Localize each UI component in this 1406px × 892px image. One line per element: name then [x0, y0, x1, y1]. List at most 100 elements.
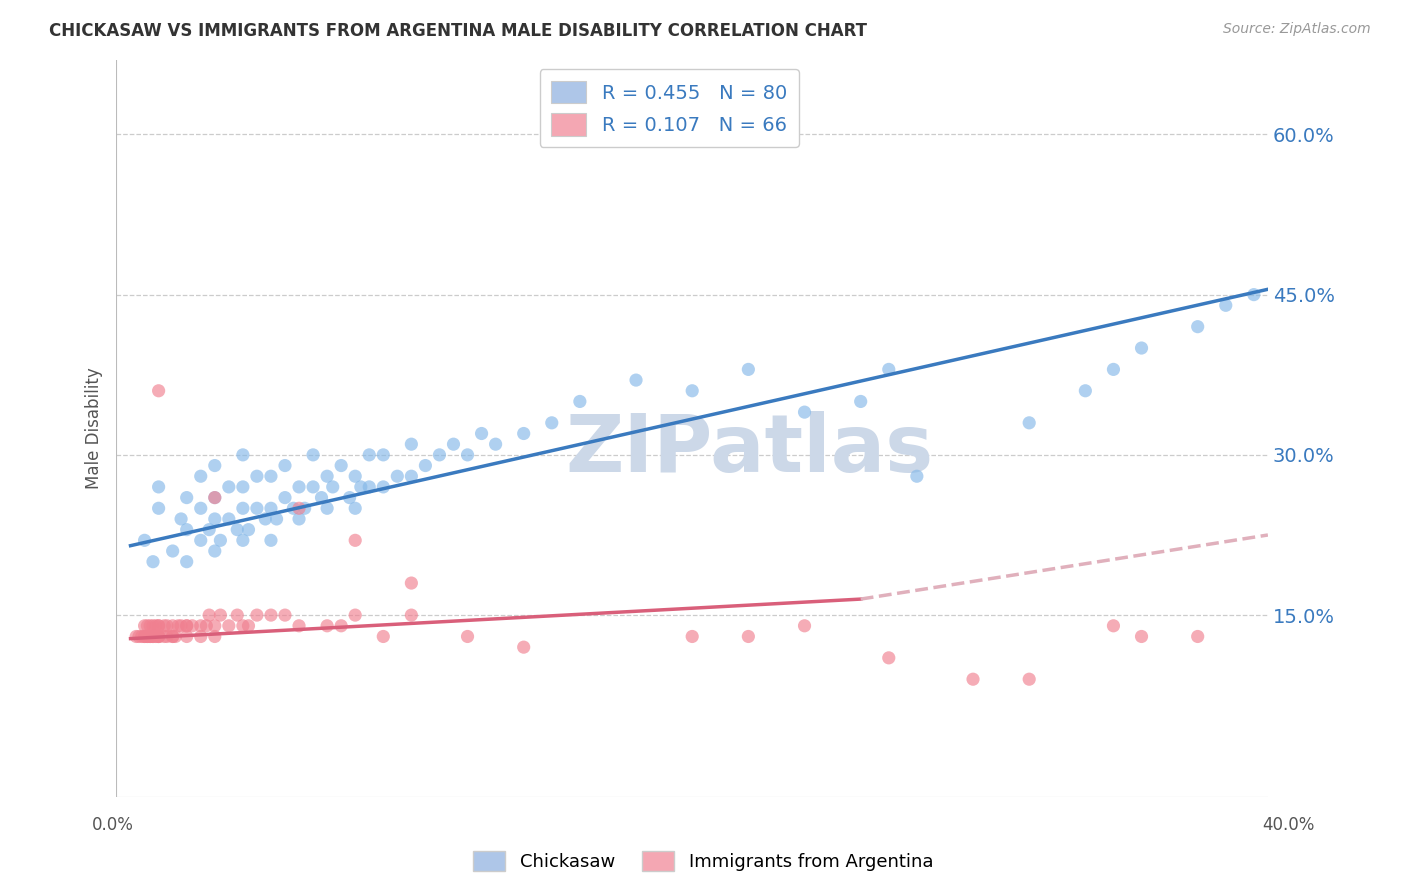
Point — [294, 501, 316, 516]
Point — [139, 619, 162, 633]
Point — [274, 491, 297, 505]
Point — [148, 619, 170, 633]
Point — [204, 630, 226, 644]
Point — [232, 619, 254, 633]
Point — [218, 512, 240, 526]
Point — [1018, 672, 1040, 686]
Point — [162, 544, 184, 558]
Point — [218, 480, 240, 494]
Point — [962, 672, 984, 686]
Point — [316, 469, 339, 483]
Point — [195, 619, 218, 633]
Point — [204, 458, 226, 473]
Point — [139, 630, 162, 644]
Point — [226, 523, 249, 537]
Point — [311, 491, 333, 505]
Point — [260, 469, 283, 483]
Point — [162, 630, 184, 644]
Point — [401, 608, 423, 623]
Point — [401, 437, 423, 451]
Point — [1243, 287, 1265, 301]
Point — [246, 469, 269, 483]
Point — [134, 533, 156, 548]
Point — [681, 630, 703, 644]
Point — [142, 630, 165, 644]
Point — [190, 630, 212, 644]
Point — [681, 384, 703, 398]
Point — [167, 619, 190, 633]
Point — [1102, 362, 1125, 376]
Point — [142, 619, 165, 633]
Text: Source: ZipAtlas.com: Source: ZipAtlas.com — [1223, 22, 1371, 37]
Point — [316, 501, 339, 516]
Point — [165, 630, 187, 644]
Point — [1074, 384, 1097, 398]
Point — [350, 480, 373, 494]
Point — [238, 619, 260, 633]
Point — [148, 630, 170, 644]
Point — [849, 394, 872, 409]
Point — [190, 469, 212, 483]
Point — [339, 491, 361, 505]
Point — [148, 630, 170, 644]
Text: ZIPatlas: ZIPatlas — [565, 411, 934, 490]
Point — [624, 373, 647, 387]
Point — [145, 630, 167, 644]
Point — [373, 480, 395, 494]
Point — [330, 458, 353, 473]
Legend: R = 0.455   N = 80, R = 0.107   N = 66: R = 0.455 N = 80, R = 0.107 N = 66 — [540, 70, 799, 147]
Point — [1130, 630, 1153, 644]
Point — [148, 619, 170, 633]
Point — [793, 619, 815, 633]
Point — [512, 640, 534, 655]
Point — [148, 630, 170, 644]
Point — [128, 630, 150, 644]
Point — [162, 619, 184, 633]
Point — [134, 619, 156, 633]
Point — [176, 555, 198, 569]
Point — [156, 630, 179, 644]
Point — [274, 458, 297, 473]
Point — [232, 480, 254, 494]
Point — [131, 630, 153, 644]
Point — [125, 630, 148, 644]
Point — [142, 555, 165, 569]
Point — [176, 619, 198, 633]
Point — [238, 523, 260, 537]
Point — [209, 608, 232, 623]
Point — [322, 480, 344, 494]
Point — [190, 533, 212, 548]
Point — [568, 394, 591, 409]
Point — [232, 533, 254, 548]
Point — [1187, 630, 1209, 644]
Point — [266, 512, 288, 526]
Point — [877, 650, 900, 665]
Point — [1187, 319, 1209, 334]
Point — [793, 405, 815, 419]
Point — [288, 619, 311, 633]
Point — [148, 480, 170, 494]
Point — [302, 480, 325, 494]
Point — [737, 630, 759, 644]
Point — [457, 630, 479, 644]
Point — [148, 501, 170, 516]
Point — [142, 630, 165, 644]
Point — [153, 630, 176, 644]
Point — [232, 448, 254, 462]
Point — [1215, 298, 1237, 312]
Point — [512, 426, 534, 441]
Point — [145, 619, 167, 633]
Point — [204, 512, 226, 526]
Point — [176, 619, 198, 633]
Point — [254, 512, 277, 526]
Point — [288, 501, 311, 516]
Point — [232, 501, 254, 516]
Point — [401, 576, 423, 591]
Point — [457, 448, 479, 462]
Point — [204, 544, 226, 558]
Point — [330, 619, 353, 633]
Point — [288, 480, 311, 494]
Point — [344, 501, 367, 516]
Point — [283, 501, 305, 516]
Point — [316, 619, 339, 633]
